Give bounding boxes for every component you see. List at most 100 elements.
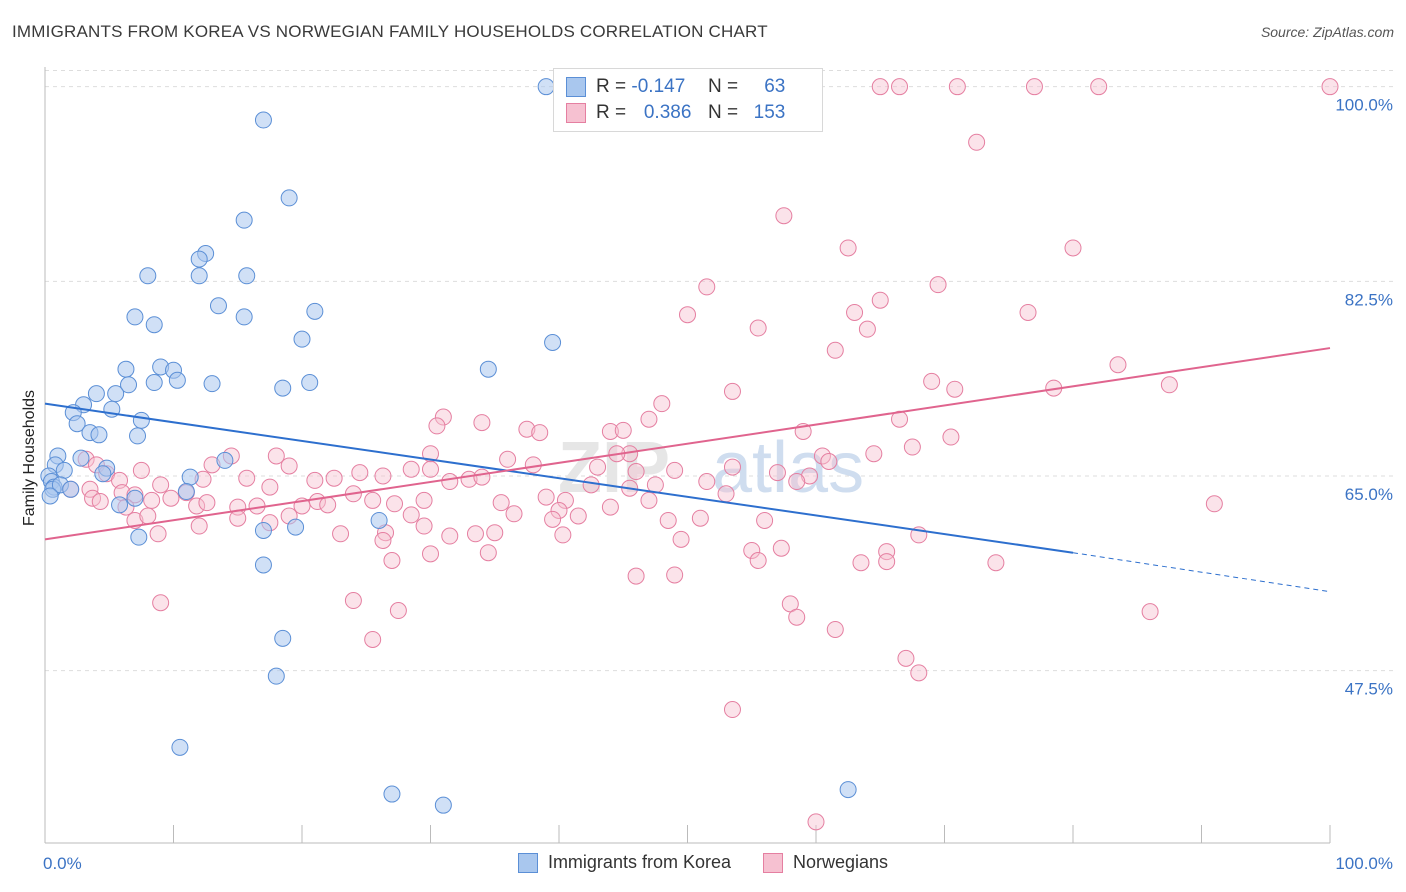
korea-point <box>537 78 555 96</box>
norwegians-point <box>852 554 870 572</box>
norwegians-point <box>968 133 986 151</box>
watermark: ZIP atlas <box>558 428 864 508</box>
x-tick-labels: 0.0% 100.0% <box>43 854 1393 873</box>
x-tick-label: 0.0% <box>43 854 82 873</box>
norwegians-point <box>839 239 857 257</box>
norwegians-legend-swatch <box>763 852 783 873</box>
norwegians-point <box>132 461 150 479</box>
korea-point <box>267 667 285 685</box>
y-tick-label: 100.0% <box>1335 96 1393 115</box>
norwegians-point <box>152 476 170 494</box>
norwegians-point <box>544 510 562 528</box>
source-label: Source: ZipAtlas.com <box>1260 24 1394 40</box>
series-legend: Immigrants from Korea Norwegians <box>0 852 1406 873</box>
norwegians-point <box>923 372 941 390</box>
norwegians-point <box>492 494 510 512</box>
norwegians-point <box>554 526 572 544</box>
y-tick-label: 82.5% <box>1345 290 1393 309</box>
korea-point <box>130 528 148 546</box>
norwegians-point <box>415 517 433 535</box>
norwegians-point <box>1205 495 1223 513</box>
norwegians-point <box>389 602 407 620</box>
norwegians-point <box>666 461 684 479</box>
norwegians-point <box>601 498 619 516</box>
korea-point <box>139 267 157 285</box>
korea-point <box>238 267 256 285</box>
norwegians-point <box>589 458 607 476</box>
norwegians-point <box>910 664 928 682</box>
norwegians-point <box>640 410 658 428</box>
norwegians-point <box>1090 78 1108 96</box>
legend-row-norwegians: R = 0.386 N = 153 <box>566 101 785 125</box>
norwegians-point <box>987 554 1005 572</box>
r-value-korea: -0.147 <box>631 76 686 97</box>
korea-point <box>254 111 272 129</box>
n-label: N = <box>707 102 739 123</box>
norwegians-point <box>434 408 452 426</box>
norwegians-point <box>903 438 921 456</box>
norwegians-point <box>679 306 696 324</box>
korea-point <box>293 330 311 348</box>
norwegians-point <box>441 527 459 545</box>
norwegians-point <box>666 566 684 584</box>
norwegians-point <box>929 276 947 294</box>
norwegians-point <box>143 491 161 509</box>
korea-point <box>132 411 150 429</box>
korea-point <box>111 496 129 514</box>
n-value-norwegians: 153 <box>753 102 786 123</box>
norwegians-point <box>332 525 350 543</box>
korea-point <box>129 427 147 445</box>
norwegians-point <box>306 471 324 489</box>
norwegians-point <box>428 417 446 435</box>
norwegians-point <box>261 478 279 496</box>
norwegians-points <box>62 78 1339 831</box>
norwegians-point <box>479 544 497 562</box>
korea-point <box>274 629 292 647</box>
norwegians-point <box>653 395 671 413</box>
norwegians-point <box>942 428 960 446</box>
norwegians-point <box>198 494 216 512</box>
norwegians-point <box>1321 78 1339 96</box>
norwegians-point <box>846 303 864 321</box>
korea-swatch <box>566 77 586 97</box>
korea-point <box>434 796 452 814</box>
chart-title: IMMIGRANTS FROM KOREA VS NORWEGIAN FAMIL… <box>12 22 768 41</box>
norwegians-point <box>946 380 964 398</box>
norwegians-point <box>569 507 587 525</box>
norwegians-point <box>556 491 574 509</box>
norwegians-point <box>756 511 774 529</box>
norwegians-point <box>188 497 206 515</box>
norwegians-point <box>422 545 439 563</box>
norwegians-point <box>550 501 568 519</box>
norwegians-point <box>466 525 484 543</box>
korea-point <box>254 521 272 539</box>
korea-legend-swatch <box>517 852 538 873</box>
norwegians-point <box>364 491 382 509</box>
norwegians-point <box>229 509 247 527</box>
korea-point <box>235 308 253 326</box>
watermark-zip: ZIP <box>558 428 670 508</box>
norwegians-point <box>788 473 806 491</box>
norwegians-point <box>768 464 786 482</box>
korea-point <box>62 480 80 498</box>
korea-point <box>87 385 105 403</box>
korea-point <box>41 487 59 505</box>
norwegians-point <box>891 78 909 96</box>
norwegians-point <box>743 541 761 559</box>
korea-point <box>254 556 272 574</box>
korea-point <box>181 468 199 486</box>
axes <box>44 67 1331 844</box>
korea-point <box>280 189 298 207</box>
korea-point <box>68 415 86 433</box>
norwegians-point <box>1141 603 1159 621</box>
norwegians-point <box>441 473 459 491</box>
norwegians-point <box>149 525 167 543</box>
korea-point <box>171 738 189 756</box>
korea-point <box>90 426 108 444</box>
r-label: R = <box>596 76 627 97</box>
norwegians-point <box>691 509 709 527</box>
norwegians-point <box>772 539 790 557</box>
norwegians-point <box>238 469 256 487</box>
norwegians-swatch <box>566 103 586 123</box>
